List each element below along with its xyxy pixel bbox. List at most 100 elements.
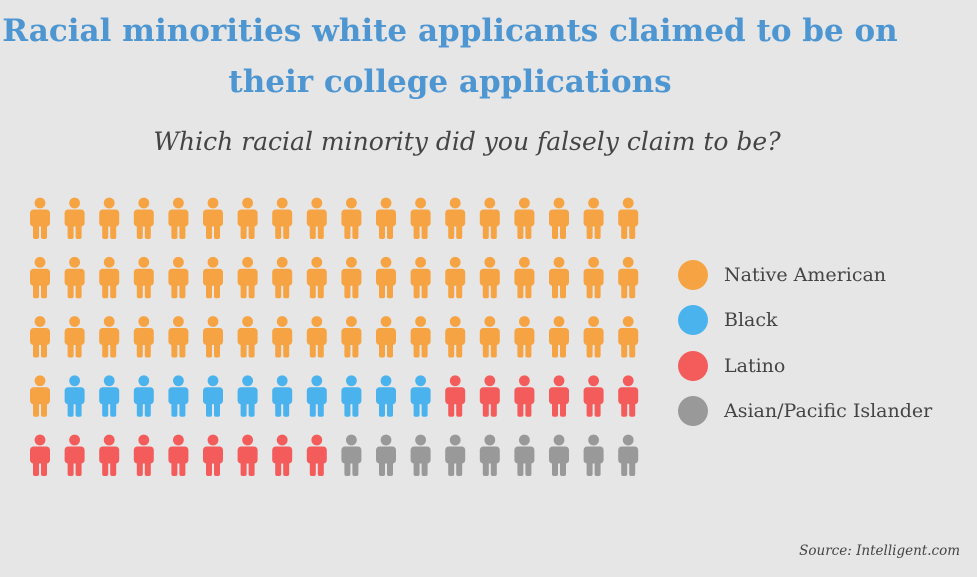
person-icon [341,256,362,299]
person-icon [376,197,396,239]
person-icon [618,434,639,476]
legend-label: Asian/Pacific Islander [724,400,933,423]
person-icon [237,256,258,299]
person-icon [549,434,569,476]
person-icon [410,316,431,358]
person-icon [133,316,154,358]
legend-swatch [678,259,708,290]
legend-item: Latino [678,343,932,389]
person-icon [272,197,293,239]
person-icon [168,316,189,358]
person-icon [549,316,569,358]
person-icon [341,316,362,358]
legend-item: Asian/Pacific Islander [678,389,932,435]
legend-label: Native American [724,263,887,286]
person-icon [168,375,189,417]
person-icon [237,197,258,239]
person-icon [479,316,500,358]
person-icon [133,197,154,239]
person-icon [64,316,85,358]
person-icon [306,434,327,476]
chart-title: Racial minorities white applicants claim… [2,13,898,100]
person-icon [410,256,431,299]
person-icon [583,316,604,358]
person-icon [341,197,362,239]
person-icon [306,375,327,417]
person-icon [445,375,466,417]
person-icon [514,375,535,417]
person-icon [203,434,223,476]
person-icon [549,197,569,239]
person-icon [479,434,500,476]
person-icon [64,434,85,476]
person-icon [479,197,500,239]
person-icon [618,316,639,358]
person-icon [237,434,258,476]
person-icon [168,197,189,239]
person-icon [514,434,535,476]
person-icon [203,375,223,417]
person-icon [618,375,639,417]
legend-item: Black [678,298,932,344]
person-icon [376,256,396,299]
person-icon [272,434,293,476]
person-icon [272,256,293,299]
person-icon [410,197,431,239]
person-icon [549,256,569,299]
person-icon [64,256,85,299]
person-icon [445,197,466,239]
person-icon [133,434,154,476]
person-icon [618,256,639,299]
person-icon [445,256,466,299]
chart-subtitle: Which racial minority did you falsely cl… [153,127,781,156]
person-icon [99,316,120,358]
person-icon [64,375,85,417]
person-icon [203,197,223,239]
person-icon [479,375,500,417]
person-icon [64,197,85,239]
person-icon [272,316,293,358]
person-icon [583,256,604,299]
person-icon [30,256,50,299]
person-icon [30,434,50,476]
source-note: Source: Intelligent.com [799,543,960,559]
person-icon [376,375,396,417]
person-icon [479,256,500,299]
person-icon [306,256,327,299]
person-icon [203,316,223,358]
person-icon [30,316,50,358]
person-icon [168,256,189,299]
person-icon [445,316,466,358]
person-icon [341,375,362,417]
person-icon [514,197,535,239]
person-icon [514,316,535,358]
legend-label: Black [724,309,778,332]
person-icon [410,375,431,417]
person-icon [133,256,154,299]
person-icon [168,434,189,476]
person-icon [237,316,258,358]
legend-label: Latino [724,354,786,377]
person-icon [30,375,50,417]
person-icon [618,197,639,239]
person-icon [133,375,154,417]
person-icon [203,256,223,299]
person-icon [99,375,120,417]
person-icon [376,316,396,358]
person-icon [99,434,120,476]
person-icon [583,375,604,417]
person-icon [99,197,120,239]
person-icon [306,316,327,358]
legend: Native American Black Latino Asian/Pacific … [678,252,932,434]
person-icon [30,197,50,239]
person-icon [306,197,327,239]
person-icon [341,434,362,476]
legend-item: Native American [678,252,932,298]
pictograph-grid [30,197,639,476]
person-icon [583,197,604,239]
legend-swatch [678,350,708,381]
person-icon [410,434,431,476]
person-icon [514,256,535,299]
person-icon [549,375,569,417]
person-icon [445,434,466,476]
